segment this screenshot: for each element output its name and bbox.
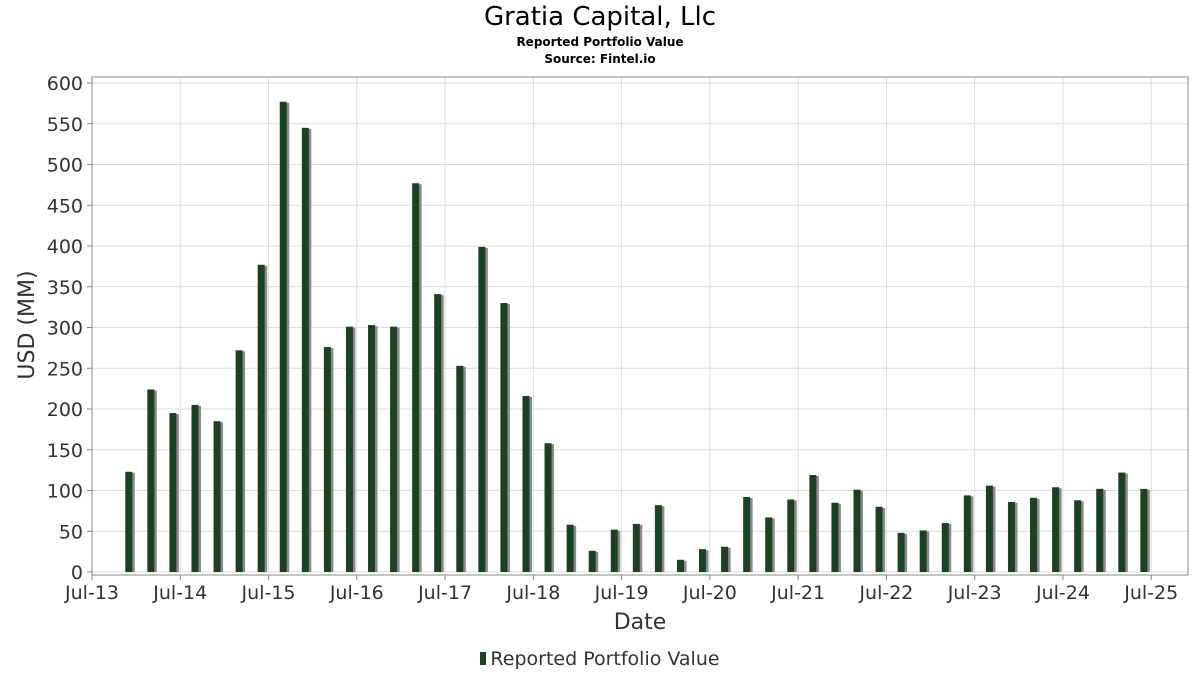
legend-label: Reported Portfolio Value	[490, 648, 720, 670]
y-tick-label: 500	[47, 155, 83, 177]
bar	[654, 505, 662, 572]
bar	[941, 523, 949, 572]
bar	[544, 443, 552, 572]
bar	[522, 395, 530, 572]
plot-frame	[91, 76, 1189, 576]
bars	[125, 101, 1150, 573]
bar	[301, 127, 309, 572]
bar	[566, 524, 574, 572]
bar	[478, 246, 486, 572]
x-tick-label: Jul-18	[505, 582, 560, 604]
x-tick-label: Jul-23	[947, 582, 1002, 604]
bar	[963, 495, 971, 572]
bar	[434, 294, 442, 572]
bar	[588, 550, 596, 572]
bar	[1118, 472, 1126, 572]
bar	[875, 506, 883, 572]
x-tick-label: Jul-21	[770, 582, 825, 604]
bar	[1096, 488, 1104, 572]
bar	[1052, 487, 1060, 572]
y-tick-label: 350	[47, 277, 83, 299]
bar	[345, 326, 353, 572]
y-tick-label: 100	[47, 481, 83, 503]
bar	[831, 502, 839, 572]
bar	[323, 347, 331, 572]
y-tick-label: 200	[47, 399, 83, 421]
x-axis-label: Date	[614, 610, 667, 635]
bar	[699, 549, 707, 572]
x-tick-label: Jul-25	[1123, 582, 1178, 604]
bar	[390, 326, 398, 572]
bar	[279, 101, 287, 573]
x-tick-label: Jul-17	[417, 582, 472, 604]
grid	[91, 77, 1188, 573]
bar	[721, 546, 729, 572]
bar	[897, 532, 905, 572]
bar	[147, 389, 155, 572]
bar	[853, 489, 861, 572]
x-tick-label: Jul-13	[64, 582, 119, 604]
bar	[191, 404, 199, 572]
bar	[368, 325, 376, 572]
y-tick-label: 150	[47, 440, 83, 462]
y-tick-label: 250	[47, 358, 83, 380]
bar	[676, 559, 684, 572]
bar	[1007, 501, 1015, 572]
y-tick-label: 450	[47, 195, 83, 217]
y-axis-label: USD (MM)	[15, 270, 40, 379]
bar	[125, 471, 133, 572]
bar	[456, 365, 464, 572]
bar	[610, 529, 618, 572]
chart-title: Gratia Capital, Llc	[483, 2, 717, 32]
legend-swatch	[480, 652, 487, 665]
y-tick-label: 50	[59, 521, 83, 543]
bar	[1030, 497, 1038, 572]
bar	[1074, 500, 1082, 572]
x-tick-label: Jul-24	[1035, 582, 1090, 604]
bar	[809, 475, 817, 572]
x-tick-label: Jul-22	[858, 582, 913, 604]
bar	[985, 485, 993, 572]
bar	[919, 530, 927, 572]
bar	[765, 517, 773, 572]
chart-subtitle: Reported Portfolio Value	[516, 35, 684, 49]
bar	[257, 264, 265, 572]
bar	[500, 303, 508, 572]
bar	[169, 413, 177, 572]
y-tick-label: 0	[71, 562, 83, 584]
x-tick-label: Jul-20	[682, 582, 737, 604]
bar	[632, 523, 640, 572]
y-tick-label: 550	[47, 114, 83, 136]
y-tick-label: 300	[47, 318, 83, 340]
bar	[1140, 488, 1148, 572]
y-tick-label: 600	[47, 73, 83, 95]
x-tick-label: Jul-14	[152, 582, 207, 604]
bar	[213, 421, 221, 572]
y-axis-ticks: 0 50 100 150 200 250 300 350 400 450 500 550 600	[47, 73, 92, 584]
y-tick-label: 400	[47, 236, 83, 258]
x-tick-label: Jul-16	[329, 582, 384, 604]
chart-source: Source: Fintel.io	[544, 52, 656, 66]
x-tick-label: Jul-19	[594, 582, 649, 604]
x-axis-ticks: Jul-13 Jul-14 Jul-15 Jul-16 Jul-17 Jul-18 Jul-…	[64, 575, 1178, 604]
legend: Reported Portfolio Value	[0, 648, 1200, 670]
x-tick-label: Jul-15	[241, 582, 296, 604]
bar	[743, 497, 751, 572]
bar	[787, 499, 795, 572]
bar	[412, 183, 420, 572]
bar	[235, 350, 243, 572]
